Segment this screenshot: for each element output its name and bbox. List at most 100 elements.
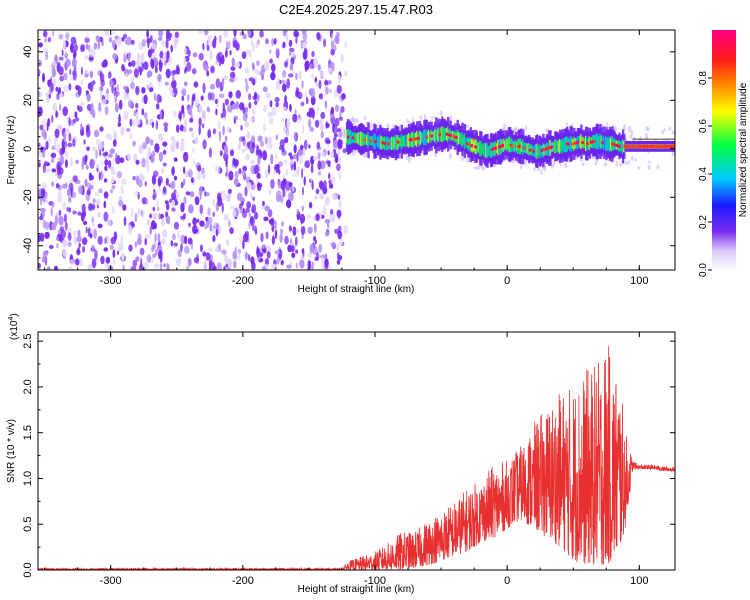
noise-speck bbox=[286, 199, 292, 209]
noise-speck bbox=[183, 170, 189, 178]
noise-speck bbox=[139, 247, 145, 256]
x-tick-label: 100 bbox=[630, 575, 648, 587]
noise-speck bbox=[164, 81, 169, 86]
signal-halo bbox=[646, 127, 650, 132]
signal-band-inner bbox=[458, 132, 462, 144]
noise-speck bbox=[184, 68, 187, 74]
noise-speck bbox=[154, 232, 157, 243]
noise-speck bbox=[128, 61, 132, 67]
noise-speck bbox=[265, 231, 269, 240]
noise-speck bbox=[56, 243, 59, 249]
signal-halo bbox=[668, 126, 672, 132]
noise-speck bbox=[121, 178, 127, 185]
noise-speck bbox=[111, 39, 116, 49]
noise-speck bbox=[344, 70, 348, 77]
noise-speck bbox=[259, 69, 265, 77]
noise-speck bbox=[325, 231, 330, 237]
noise-speck bbox=[168, 56, 173, 65]
noise-speck bbox=[205, 252, 211, 261]
signal-peak bbox=[490, 147, 494, 151]
noise-speck bbox=[72, 175, 78, 183]
noise-speck bbox=[141, 87, 146, 94]
noise-speck bbox=[256, 172, 261, 179]
noise-speck bbox=[248, 77, 253, 82]
noise-speck bbox=[288, 73, 294, 78]
noise-speck bbox=[141, 174, 145, 181]
noise-speck bbox=[301, 80, 304, 89]
colorbar-ticks: 0.0 0.2 0.4 0.6 0.8 bbox=[698, 71, 712, 277]
noise-speck bbox=[161, 168, 165, 174]
noise-speck bbox=[192, 158, 195, 165]
snr-series-line bbox=[38, 345, 675, 570]
noise-speck bbox=[239, 208, 243, 214]
noise-speck bbox=[294, 131, 297, 142]
noise-speck bbox=[181, 104, 185, 115]
noise-speck bbox=[197, 30, 203, 35]
noise-speck bbox=[301, 30, 307, 36]
noise-speck bbox=[292, 226, 297, 237]
noise-speck bbox=[252, 78, 256, 86]
noise-speck bbox=[57, 190, 63, 202]
noise-speck bbox=[85, 127, 91, 138]
noise-speck bbox=[275, 48, 280, 59]
noise-speck bbox=[80, 102, 85, 107]
noise-speck bbox=[180, 215, 185, 220]
noise-speck bbox=[194, 196, 200, 206]
noise-speck bbox=[286, 118, 291, 129]
noise-speck bbox=[250, 40, 254, 46]
noise-speck bbox=[235, 90, 242, 99]
noise-speck bbox=[198, 52, 204, 61]
noise-speck bbox=[114, 86, 117, 93]
x-tick-label: -200 bbox=[232, 275, 254, 287]
noise-speck bbox=[235, 115, 238, 121]
noise-speck bbox=[325, 139, 331, 144]
noise-speck bbox=[62, 239, 68, 248]
noise-speck bbox=[75, 117, 80, 122]
noise-speck bbox=[151, 212, 158, 219]
noise-speck bbox=[103, 178, 108, 183]
signal-peak bbox=[363, 138, 367, 142]
noise-speck bbox=[62, 106, 68, 117]
noise-speck bbox=[201, 123, 205, 129]
noise-speck bbox=[59, 92, 64, 98]
noise-speck bbox=[93, 159, 96, 165]
noise-speck bbox=[103, 200, 107, 209]
noise-speck bbox=[92, 221, 95, 227]
noise-speck bbox=[188, 204, 194, 214]
signal-halo bbox=[405, 118, 409, 123]
noise-speck bbox=[195, 97, 199, 107]
noise-speck bbox=[80, 123, 83, 131]
noise-speck bbox=[215, 78, 220, 88]
y-tick-label: 40 bbox=[22, 46, 34, 58]
signal-peak bbox=[414, 137, 418, 141]
signal-halo bbox=[606, 122, 608, 127]
noise-speck bbox=[149, 213, 153, 219]
noise-speck bbox=[280, 260, 284, 266]
noise-speck bbox=[182, 126, 187, 133]
noise-speck bbox=[38, 70, 41, 75]
noise-speck bbox=[162, 229, 168, 238]
noise-speck bbox=[267, 138, 271, 144]
noise-speck bbox=[261, 205, 264, 210]
noise-speck bbox=[134, 241, 137, 248]
noise-speck bbox=[39, 124, 44, 131]
noise-speck bbox=[46, 122, 49, 132]
noise-speck bbox=[132, 259, 138, 267]
noise-speck bbox=[70, 42, 74, 53]
noise-speck bbox=[181, 88, 187, 97]
noise-speck bbox=[156, 93, 161, 104]
noise-speck bbox=[281, 79, 286, 84]
noise-speck bbox=[122, 33, 128, 39]
noise-speck bbox=[209, 83, 216, 90]
noise-speck bbox=[98, 101, 101, 112]
noise-speck bbox=[173, 175, 178, 181]
noise-speck bbox=[308, 118, 312, 129]
noise-speck bbox=[159, 262, 163, 270]
signal-peak bbox=[474, 145, 478, 149]
spectrogram-marks bbox=[38, 30, 675, 270]
noise-speck bbox=[334, 133, 338, 138]
colorbar-tick-label: 0.6 bbox=[698, 119, 709, 133]
signal-halo bbox=[525, 124, 528, 132]
noise-speck bbox=[123, 216, 127, 227]
noise-speck bbox=[98, 36, 104, 42]
